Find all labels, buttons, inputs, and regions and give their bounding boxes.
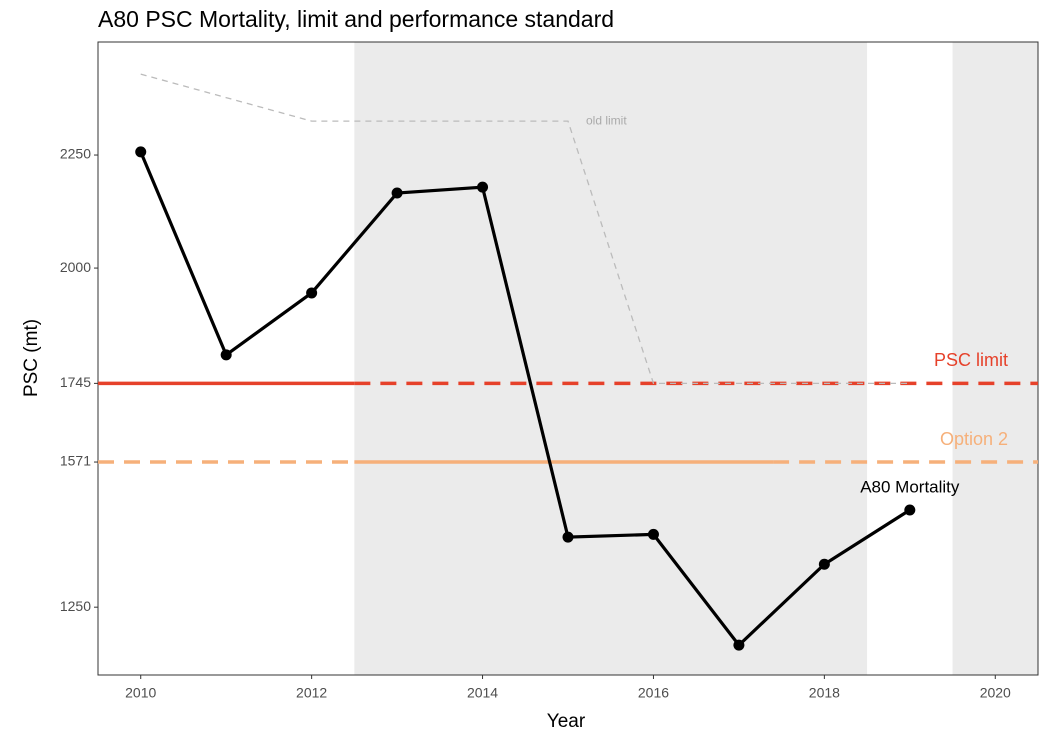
x-tick-label: 2016 (638, 685, 669, 701)
data-point (647, 528, 659, 540)
data-point (477, 181, 489, 193)
series-label: old limit (586, 113, 627, 127)
x-tick-label: 2014 (467, 685, 498, 701)
y-tick-label: 2000 (60, 259, 91, 275)
plot-border (97, 41, 1039, 676)
data-point (135, 146, 147, 158)
x-tick-label: 2010 (125, 685, 156, 701)
y-axis-label: PSC (mt) (21, 319, 42, 397)
x-tick-label: 2012 (296, 685, 327, 701)
old-limit-line (140, 73, 910, 385)
mortality-line (139, 151, 911, 648)
y-tick-label: 1745 (60, 374, 91, 390)
y-tick-label: 2250 (60, 146, 91, 162)
chart-title: A80 PSC Mortality, limit and performance… (98, 6, 614, 32)
series-label: A80 Mortality (860, 477, 960, 496)
y-tick-label: 1250 (60, 598, 91, 614)
shaded-band (952, 42, 1038, 675)
reference-line-label: Option 2 (940, 429, 1008, 449)
data-point (220, 349, 232, 361)
data-point (306, 287, 318, 299)
data-point (733, 639, 745, 651)
x-tick-label: 2018 (809, 685, 840, 701)
data-point (818, 558, 830, 570)
data-point (904, 504, 916, 516)
data-point (391, 187, 403, 199)
data-point (562, 531, 574, 543)
y-tick-label: 1571 (60, 453, 91, 469)
x-axis-label: Year (547, 711, 586, 732)
x-tick-label: 2020 (980, 685, 1011, 701)
reference-line-label: PSC limit (934, 350, 1008, 370)
shaded-band (354, 42, 868, 675)
